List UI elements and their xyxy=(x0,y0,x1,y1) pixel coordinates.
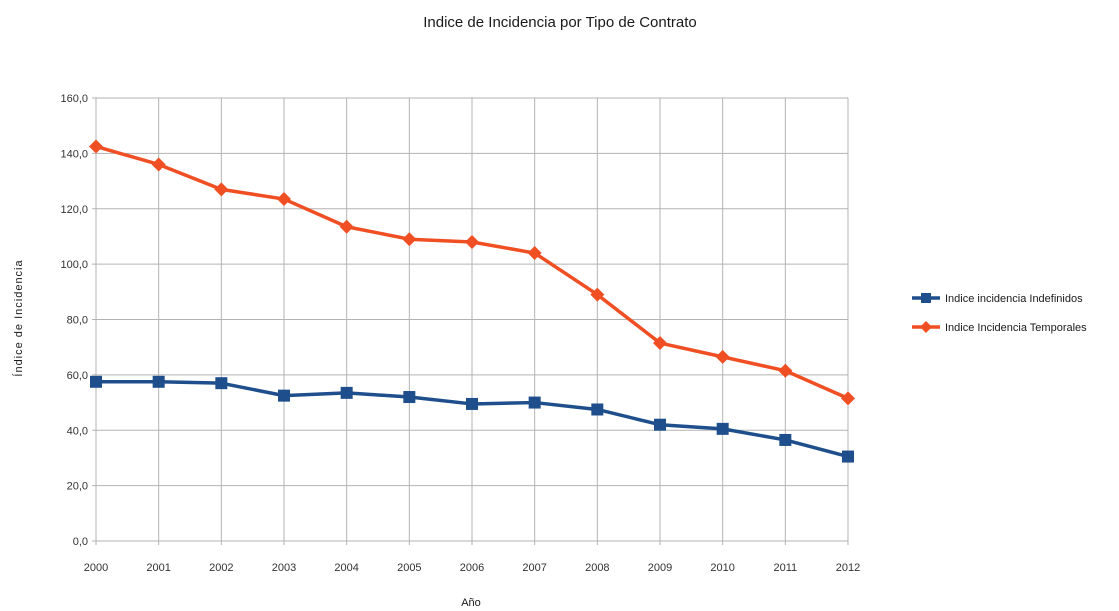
data-point xyxy=(278,389,290,402)
data-point xyxy=(716,422,729,435)
data-point xyxy=(403,391,416,404)
x-tick-label: 2012 xyxy=(836,562,860,574)
data-point xyxy=(214,182,229,197)
series-1 xyxy=(90,375,854,463)
data-point xyxy=(89,139,103,154)
data-point xyxy=(90,375,102,388)
y-tick-label: 0,0 xyxy=(73,536,88,548)
x-tick-label: 2000 xyxy=(84,562,108,574)
x-tick-label: 2001 xyxy=(146,562,170,574)
y-tick-label: 100,0 xyxy=(60,259,88,271)
x-tick-label: 2007 xyxy=(522,562,546,574)
y-tick-label: 20,0 xyxy=(67,481,88,493)
x-tick-label: 2008 xyxy=(585,562,609,574)
x-tick-label: 2005 xyxy=(397,562,421,574)
data-point xyxy=(590,287,605,302)
legend-item: Indice Incidencia Temporales xyxy=(912,321,1087,334)
data-point xyxy=(778,363,793,378)
data-point xyxy=(465,234,479,249)
data-point xyxy=(528,396,541,409)
series-2 xyxy=(89,139,855,406)
legend: Indice incidencia Indefinidos Indice Inci… xyxy=(912,293,1087,334)
chart-title: Indice de Incidencia por Tipo de Contrat… xyxy=(423,14,697,31)
x-tick-label: 2004 xyxy=(334,562,358,574)
y-axis-label: Índice de Incidencia xyxy=(12,259,25,376)
data-point xyxy=(654,418,666,431)
data-point xyxy=(841,391,855,406)
data-point xyxy=(842,450,854,463)
y-tick-label: 120,0 xyxy=(60,204,88,216)
data-point xyxy=(340,386,353,399)
data-point xyxy=(653,336,667,351)
y-tick-label: 40,0 xyxy=(67,425,88,437)
x-tick-label: 2006 xyxy=(460,562,484,574)
data-point xyxy=(402,232,417,247)
legend-item: Indice incidencia Indefinidos xyxy=(912,293,1083,305)
x-tick-label: 2002 xyxy=(209,562,233,574)
y-tick-label: 140,0 xyxy=(60,148,88,160)
data-point xyxy=(215,377,228,390)
y-tick-label: 60,0 xyxy=(67,370,88,382)
data-point xyxy=(527,246,542,261)
x-tick-label: 2010 xyxy=(710,562,734,574)
y-axis-ticks: 0,0 20,0 40,0 60,0 80,0 100,0 120,0 140,0 160,0 xyxy=(60,93,88,548)
legend-label: Indice incidencia Indefinidos xyxy=(945,293,1083,305)
data-point xyxy=(779,433,792,446)
x-tick-label: 2003 xyxy=(272,562,296,574)
data-point xyxy=(277,192,291,207)
data-point xyxy=(591,403,604,416)
legend-label: Indice Incidencia Temporales xyxy=(945,322,1087,334)
legend-marker xyxy=(921,293,931,303)
data-point xyxy=(152,375,165,388)
x-axis-ticks: 2000 2001 2002 2003 2004 2005 2006 2007 2008 2009… xyxy=(84,562,860,574)
x-tick-label: 2011 xyxy=(774,562,798,574)
data-point xyxy=(339,219,354,234)
data-point xyxy=(466,397,478,410)
y-tick-label: 80,0 xyxy=(67,315,88,327)
y-tick-label: 160,0 xyxy=(60,93,88,105)
legend-marker xyxy=(920,321,932,333)
gridlines xyxy=(92,97,849,545)
data-point xyxy=(715,349,730,364)
x-tick-label: 2009 xyxy=(648,562,672,574)
data-point xyxy=(151,157,166,172)
series-layer xyxy=(89,139,855,463)
x-axis-label: Año xyxy=(461,597,481,609)
